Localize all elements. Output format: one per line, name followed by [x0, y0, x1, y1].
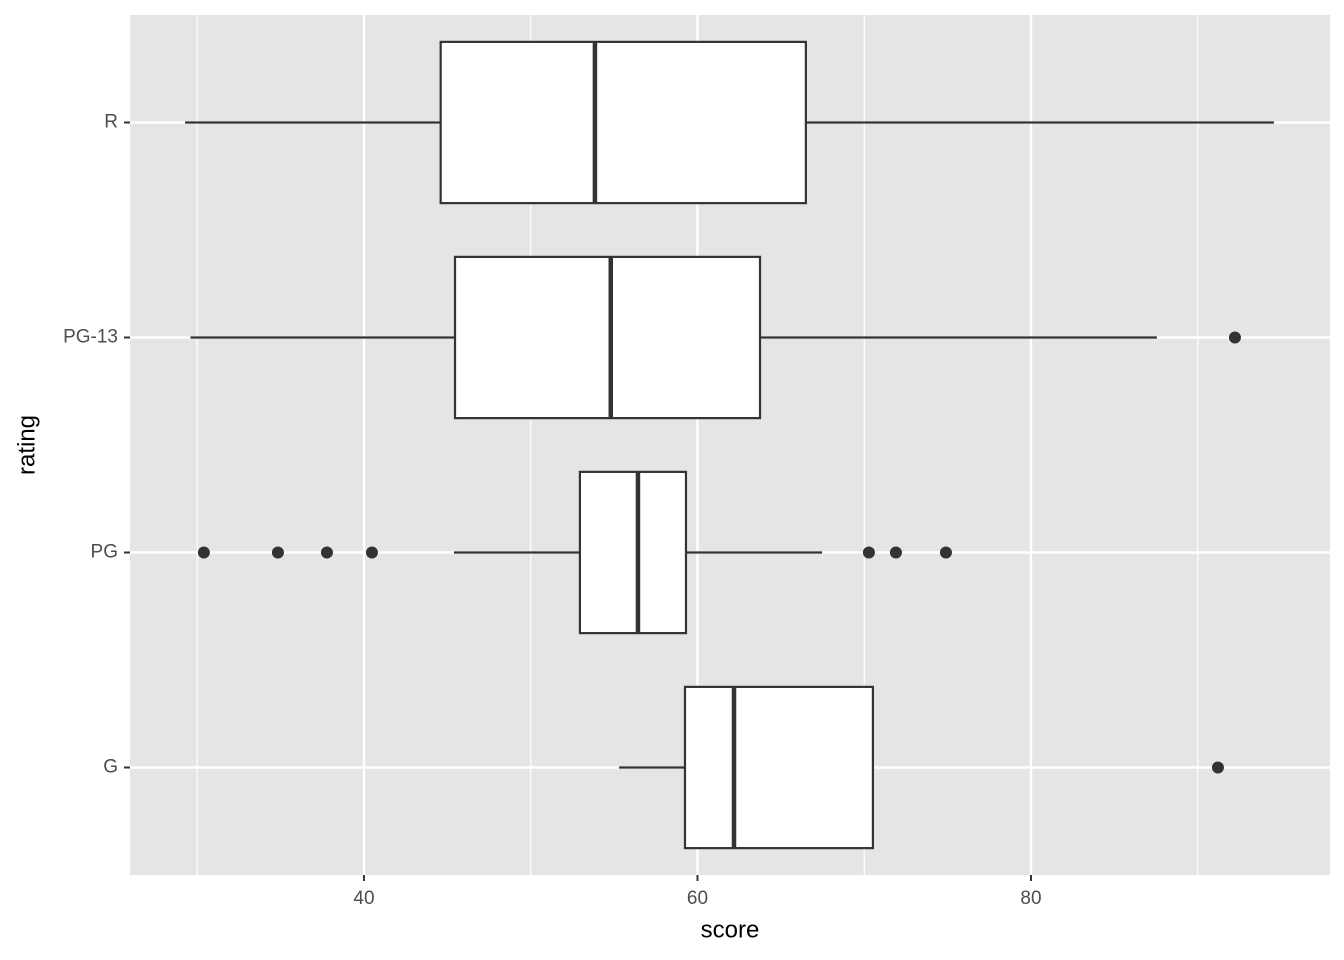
x-tick-label: 80	[1020, 888, 1041, 909]
y-tick-label: G	[103, 757, 118, 778]
box	[453, 255, 762, 420]
y-axis-title: rating	[13, 415, 40, 475]
x-tick-label: 60	[687, 888, 708, 909]
box	[683, 685, 875, 850]
outlier	[271, 546, 284, 559]
outlier	[365, 546, 378, 559]
box	[578, 470, 688, 635]
box	[439, 40, 807, 205]
y-tick-label: PG	[91, 542, 118, 563]
y-tick-label: PG-13	[63, 327, 118, 348]
y-tick-label: R	[104, 112, 118, 133]
outlier	[197, 546, 210, 559]
x-axis-title: score	[701, 916, 760, 943]
x-tick-label: 40	[353, 888, 374, 909]
outlier	[320, 546, 333, 559]
outlier	[1211, 761, 1224, 774]
outlier	[862, 546, 875, 559]
outlier	[939, 546, 952, 559]
outlier	[1228, 331, 1241, 344]
outlier	[889, 546, 902, 559]
